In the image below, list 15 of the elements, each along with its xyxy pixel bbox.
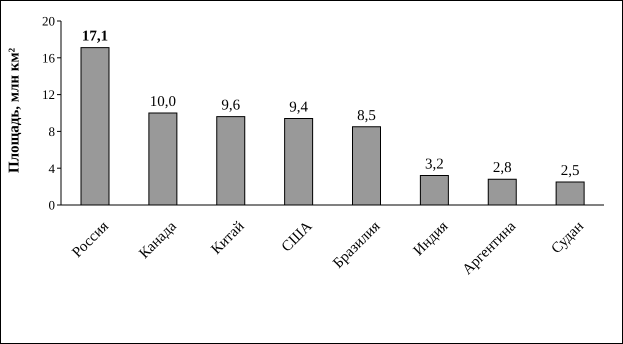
data-label: 8,5 [357,108,376,124]
data-label: 9,6 [221,98,241,114]
data-label: 3,2 [425,156,444,173]
y-tick-label: 4 [48,160,56,176]
data-label: 9,4 [289,100,308,116]
y-tick-label: 12 [42,87,55,102]
y-axis-title: Площадь, млн км² [6,47,22,173]
data-label: 17,1 [82,28,108,45]
data-label: 2,5 [560,163,580,179]
data-label: 2,8 [492,160,512,176]
y-tick-label: 16 [42,50,56,66]
y-tick-label: 8 [48,124,55,140]
data-label: 10,0 [150,94,176,110]
y-tick-label: 20 [42,14,55,29]
y-tick-label: 0 [48,198,55,213]
